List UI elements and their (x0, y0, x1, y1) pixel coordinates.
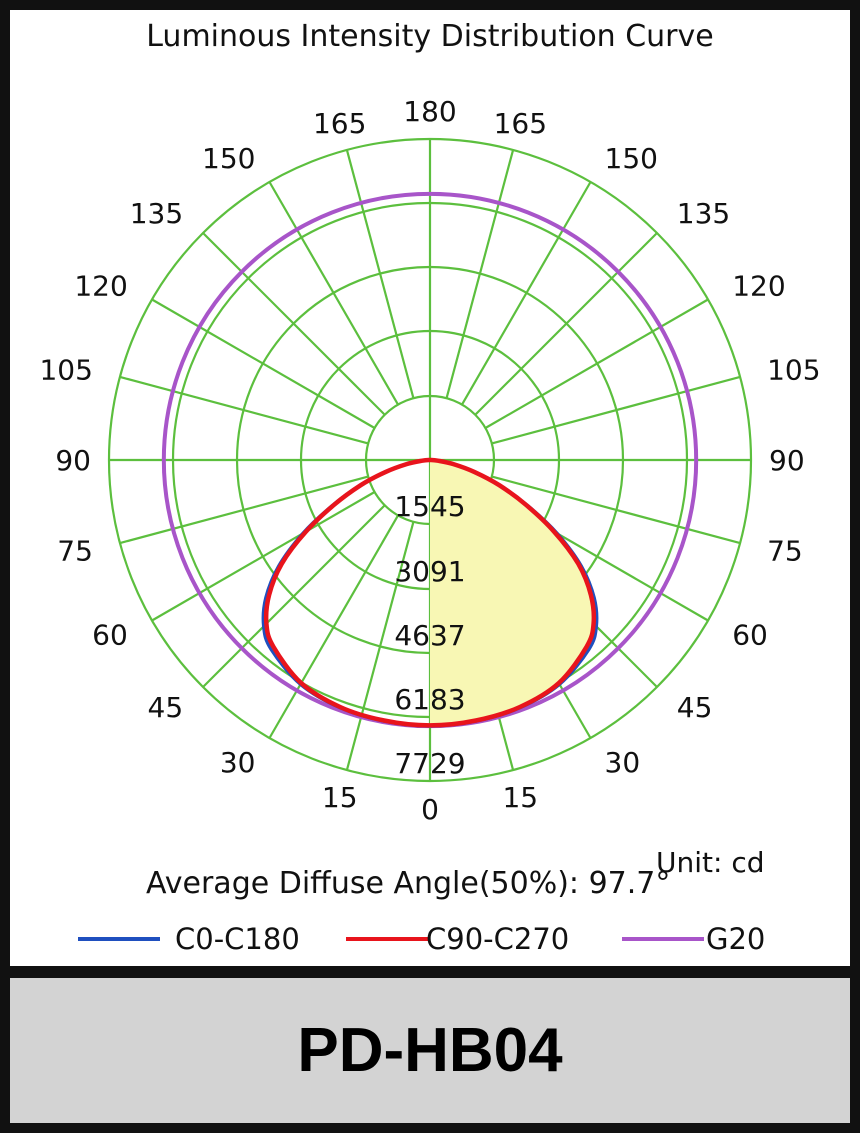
angle-label: 45 (148, 691, 184, 724)
angle-label: 75 (57, 534, 93, 567)
chart-title: Luminous Intensity Distribution Curve (146, 19, 713, 54)
c90-fill-area (430, 460, 594, 726)
grid-spoke (268, 514, 399, 739)
radial-tick-label: 4637 (394, 619, 465, 652)
distribution-fill (430, 460, 594, 726)
grid-spoke (202, 504, 386, 688)
legend-label: G20 (706, 922, 765, 956)
radial-tick-label: 6183 (394, 683, 465, 716)
grid-spoke (484, 298, 709, 429)
grid-spoke (151, 491, 376, 622)
radial-tick-label: 7729 (394, 747, 465, 780)
angle-label: 60 (92, 619, 128, 652)
series-c90-c270 (263, 457, 597, 728)
model-name: PD-HB04 (297, 1016, 563, 1085)
legend-label: C0-C180 (175, 922, 300, 956)
angle-label: 135 (677, 197, 730, 230)
angle-label: 30 (220, 746, 256, 779)
grid-spoke (491, 475, 741, 545)
angle-label: 180 (403, 95, 456, 128)
angle-label: 30 (605, 746, 641, 779)
grid-spoke (202, 232, 386, 416)
angle-label: 120 (732, 270, 785, 303)
angle-label: 0 (421, 793, 439, 826)
grid-spoke (491, 375, 741, 445)
polar-chart: Luminous Intensity Distribution Curve 18… (39, 19, 820, 956)
grid-spoke (268, 181, 399, 406)
angle-label: 105 (39, 354, 92, 387)
unit-label: Unit: cd (656, 846, 765, 879)
legend-label: C90-C270 (426, 922, 569, 956)
angle-label: 150 (605, 142, 658, 175)
legend: C0-C180 C90-C270 G20 (78, 922, 765, 956)
grid-spoke (445, 149, 515, 399)
angle-label: 165 (494, 107, 547, 140)
angle-label: 105 (767, 354, 820, 387)
grid-spoke (461, 181, 592, 406)
angle-label: 150 (202, 142, 255, 175)
angle-label: 75 (767, 534, 803, 567)
average-diffuse-angle: Average Diffuse Angle(50%): 97.7° (146, 866, 670, 901)
angle-label: 135 (130, 197, 183, 230)
angle-label: 15 (502, 781, 538, 814)
series-lines (161, 191, 699, 729)
angle-label: 45 (677, 691, 713, 724)
grid-spoke (151, 298, 376, 429)
grid-spoke (345, 149, 415, 399)
radial-tick-label: 1545 (394, 490, 465, 523)
angle-label: 90 (769, 444, 805, 477)
radial-tick-labels: 1545 3091 4637 6183 7729 (394, 490, 465, 780)
grid-spoke (345, 521, 415, 771)
grid-spoke (119, 475, 369, 545)
footer-divider (10, 966, 850, 978)
grid-spoke (119, 375, 369, 445)
model-footer: PD-HB04 (10, 978, 850, 1123)
angle-label: 120 (74, 270, 127, 303)
angle-label: 15 (322, 781, 358, 814)
angle-label: 90 (55, 444, 91, 477)
angle-label: 165 (313, 107, 366, 140)
angle-label: 60 (732, 619, 768, 652)
grid-spoke (474, 232, 658, 416)
radial-tick-label: 3091 (394, 555, 465, 588)
